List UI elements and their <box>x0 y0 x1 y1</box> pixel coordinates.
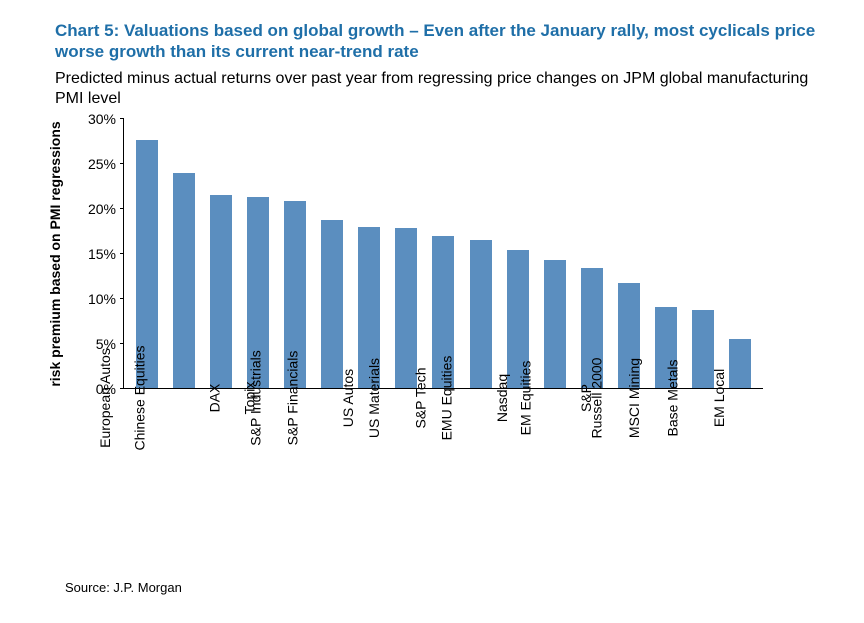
y-tick-label: 5% <box>96 336 116 352</box>
y-tick-label: 30% <box>88 111 116 127</box>
category-label: S&P Tech <box>413 367 429 428</box>
bar-slot: EM Local <box>723 339 758 388</box>
y-tick <box>120 208 124 209</box>
bar-slot: EM Equities <box>537 260 572 388</box>
y-tick-label: 15% <box>88 246 116 262</box>
bar <box>544 260 566 388</box>
bar-slot: US Materials <box>389 228 424 387</box>
bar <box>729 339 751 388</box>
chart-subtitle: Predicted minus actual returns over past… <box>55 69 824 109</box>
category-label: S&P Financials <box>285 350 301 445</box>
category-label: S&P Industrials <box>247 350 263 445</box>
bar <box>321 220 343 387</box>
y-axis-title: risk premium based on PMI regressions <box>47 121 63 386</box>
plot-area: European AutosChinese EquitiesDAXTopixS&… <box>123 119 763 389</box>
category-label: Chinese Equities <box>131 345 147 450</box>
y-tick-label: 10% <box>88 291 116 307</box>
category-label: US Autos <box>340 368 356 426</box>
category-label: Nasdaq <box>494 373 510 421</box>
y-tick-label: 20% <box>88 201 116 217</box>
category-label: MSCI Mining <box>626 357 642 437</box>
y-tick <box>120 388 124 389</box>
category-label: European Autos <box>97 348 113 448</box>
bar <box>210 195 232 388</box>
bar <box>470 240 492 388</box>
bar-slot: DAX <box>203 195 238 388</box>
y-tick-label: 0% <box>96 381 116 397</box>
bar-slot: EMU Equities <box>463 240 498 388</box>
y-tick <box>120 253 124 254</box>
y-tick <box>120 163 124 164</box>
category-label: Russell 2000 <box>589 357 605 438</box>
bar <box>395 228 417 387</box>
chart-title: Chart 5: Valuations based on global grow… <box>55 20 824 63</box>
y-tick <box>120 118 124 119</box>
category-label: US Materials <box>366 357 382 437</box>
category-label: DAX <box>206 383 222 412</box>
category-label: EM Local <box>711 368 727 426</box>
category-label: Base Metals <box>665 359 681 436</box>
source-label: Source: J.P. Morgan <box>65 580 182 595</box>
bar-slot: Chinese Equities <box>166 173 201 387</box>
category-label: EMU Equities <box>438 355 454 440</box>
y-tick-label: 25% <box>88 156 116 172</box>
category-label: EM Equities <box>517 360 533 435</box>
bar-slot: S&P Financials <box>315 220 350 387</box>
bars-container: European AutosChinese EquitiesDAXTopixS&… <box>124 119 763 388</box>
y-tick <box>120 343 124 344</box>
y-tick <box>120 298 124 299</box>
bar <box>173 173 195 387</box>
chart-page: Chart 5: Valuations based on global grow… <box>0 0 864 623</box>
chart-area: risk premium based on PMI regressions Eu… <box>55 119 825 549</box>
